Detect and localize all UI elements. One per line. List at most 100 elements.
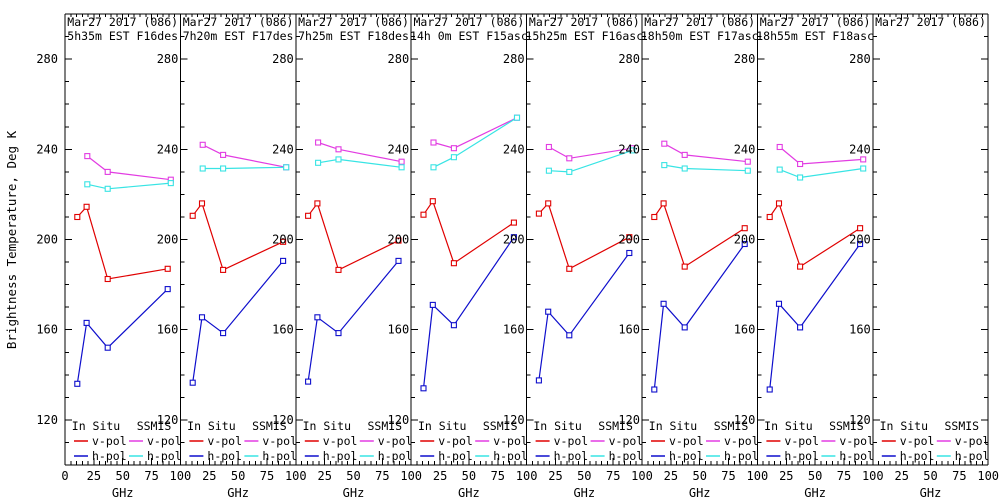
y-tick-label: 200	[157, 233, 179, 247]
y-tick-label: 240	[849, 142, 871, 156]
marker-ssmis-v-pol	[84, 153, 91, 160]
series-ssmis-h-pol	[779, 167, 864, 179]
x-tick-label: 75	[260, 469, 274, 483]
y-tick-label: 280	[157, 52, 179, 66]
legend-label: v-pol	[669, 434, 704, 448]
panel-title-time: 15h25m EST F16asc	[525, 29, 643, 43]
marker-in-situ-v-pol	[104, 275, 111, 283]
panel-title-date: Mar27 2017 (086)	[67, 15, 178, 29]
marker-ssmis-h-pol	[629, 147, 636, 154]
panel-title-date: Mar27 2017 (086)	[298, 15, 409, 29]
legend-label: v-pol	[955, 434, 990, 448]
x-tick-label: 50	[231, 469, 245, 483]
x-tick-label: 100	[516, 469, 538, 483]
marker-ssmis-h-pol	[513, 114, 521, 121]
y-tick-label: 200	[734, 233, 756, 247]
series-in-situ-v-pol	[769, 202, 861, 268]
legend-in-situ-header: In Situ	[72, 419, 120, 433]
marker-in-situ-v-pol	[681, 263, 688, 270]
y-tick-label: 240	[503, 142, 525, 156]
series-in-situ-h-pol	[538, 252, 630, 381]
marker-in-situ-h-pol	[660, 300, 667, 307]
y-tick-label: 240	[36, 142, 58, 156]
legend-label: v-pol	[900, 434, 935, 448]
y-tick-label: 160	[849, 323, 871, 337]
marker-in-situ-h-pol	[510, 234, 517, 241]
x-tick-label: 25	[894, 469, 908, 483]
legend-ssmis-header: SSMIS	[483, 419, 518, 433]
marker-in-situ-h-pol	[429, 301, 436, 308]
legend-ssmis-header: SSMIS	[137, 419, 172, 433]
legend-label: v-pol	[378, 434, 413, 448]
series-in-situ-v-pol	[76, 205, 168, 280]
x-axis-label: GHz	[689, 486, 711, 500]
x-tick-label: 25	[779, 469, 793, 483]
x-tick-label: 75	[837, 469, 851, 483]
marker-ssmis-h-pol	[545, 167, 552, 174]
panel-title-date: Mar27 2017 (086)	[875, 15, 986, 29]
series-ssmis-h-pol	[664, 164, 748, 172]
x-axis-label: GHz	[573, 486, 595, 500]
marker-in-situ-h-pol	[775, 300, 783, 307]
marker-in-situ-v-pol	[857, 225, 864, 232]
marker-ssmis-v-pol	[797, 160, 804, 168]
panel-title-time: 18h50m EST F17asc	[641, 29, 759, 43]
series-in-situ-h-pol	[76, 288, 169, 384]
x-axis-label: GHz	[458, 486, 480, 500]
panel-title-date: Mar27 2017 (086)	[183, 15, 294, 29]
x-axis-label: GHz	[920, 486, 942, 500]
marker-in-situ-h-pol	[198, 314, 206, 321]
x-tick-label: 50	[808, 469, 822, 483]
legend-label: h-pol	[554, 449, 589, 463]
marker-in-situ-v-pol	[545, 200, 552, 207]
marker-in-situ-v-pol	[314, 200, 321, 207]
marker-ssmis-v-pol	[430, 139, 437, 146]
legend-in-situ-header: In Situ	[533, 419, 581, 433]
y-tick-label: 200	[503, 233, 525, 247]
marker-in-situ-h-pol	[104, 344, 111, 351]
legend-label: h-pol	[493, 449, 528, 463]
legend-label: h-pol	[378, 449, 413, 463]
panel-title-time: 7h25m EST F18des	[298, 29, 409, 43]
x-tick-label: 25	[664, 469, 678, 483]
y-tick-label: 160	[734, 323, 756, 337]
x-tick-label: 50	[462, 469, 476, 483]
marker-in-situ-v-pol	[797, 263, 804, 270]
y-tick-label: 280	[849, 52, 871, 66]
legend-in-situ-header: In Situ	[649, 419, 697, 433]
marker-ssmis-v-pol	[661, 140, 668, 147]
y-axis-label: Brightness Temperature, Deg K	[4, 130, 19, 349]
legend-ssmis-header: SSMIS	[714, 419, 749, 433]
marker-in-situ-h-pol	[280, 257, 287, 264]
marker-ssmis-v-pol	[220, 151, 227, 158]
x-tick-label: 100	[631, 469, 653, 483]
series-in-situ-v-pol	[538, 202, 630, 270]
legend-ssmis-header: SSMIS	[252, 419, 287, 433]
marker-in-situ-h-pol	[566, 332, 573, 339]
marker-ssmis-h-pol	[398, 164, 405, 171]
legend-label: v-pol	[207, 434, 242, 448]
marker-ssmis-h-pol	[744, 167, 751, 174]
x-tick-label: 50	[692, 469, 706, 483]
y-tick-label: 120	[272, 413, 294, 427]
marker-ssmis-h-pol	[797, 174, 804, 181]
marker-ssmis-h-pol	[681, 165, 688, 172]
marker-in-situ-v-pol	[510, 219, 517, 226]
marker-in-situ-v-pol	[335, 266, 342, 273]
legend-label: h-pol	[724, 449, 759, 463]
legend-ssmis-header: SSMIS	[367, 419, 402, 433]
marker-in-situ-v-pol	[83, 203, 90, 210]
legend-in-situ-header: In Situ	[418, 419, 466, 433]
marker-ssmis-h-pol	[104, 185, 111, 192]
x-tick-label: 100	[977, 469, 999, 483]
series-ssmis-v-pol	[86, 155, 171, 181]
marker-ssmis-v-pol	[335, 146, 342, 153]
x-tick-label: 75	[375, 469, 389, 483]
legend-label: v-pol	[724, 434, 759, 448]
y-tick-label: 200	[849, 233, 871, 247]
marker-ssmis-v-pol	[860, 156, 867, 163]
series-in-situ-h-pol	[192, 260, 284, 383]
y-tick-label: 120	[734, 413, 756, 427]
legend-in-situ-header: In Situ	[764, 419, 812, 433]
marker-in-situ-v-pol	[189, 212, 196, 219]
